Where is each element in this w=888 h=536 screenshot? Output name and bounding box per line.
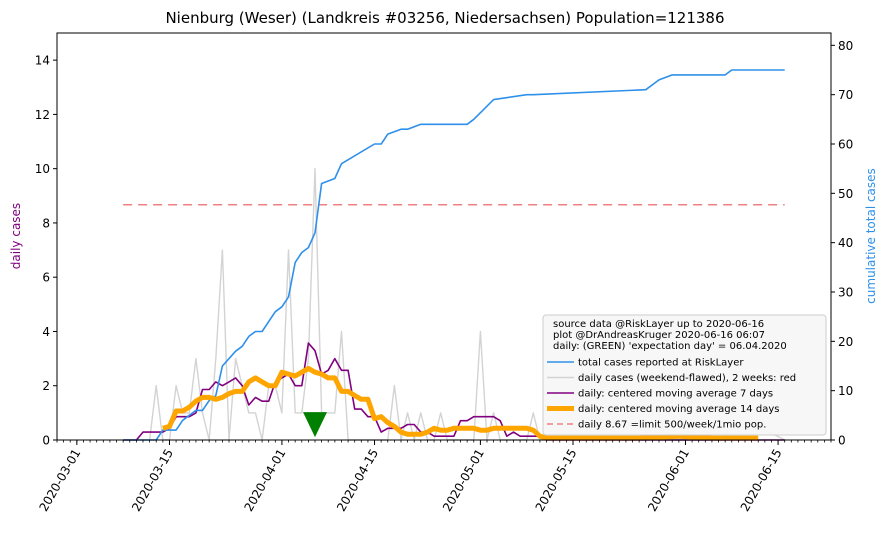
- chart-title: Nienburg (Weser) (Landkreis #03256, Nied…: [165, 9, 724, 27]
- series-line-ma7: [123, 342, 785, 441]
- y-axis-right-label: cumulative total cases: [864, 168, 878, 304]
- legend-label: daily 8.67 =limit 500/week/1mio pop.: [578, 420, 766, 431]
- y-right-tick-label: 70: [838, 88, 853, 102]
- legend-header-line: daily: (GREEN) 'expectation day' = 06.04…: [553, 341, 787, 352]
- plot-frame: [56, 32, 832, 441]
- legend-header-line: plot @DrAndreasKruger 2020-06-16 06:07: [553, 330, 765, 341]
- legend-label: total cases reported at RiskLayer: [578, 358, 744, 369]
- y-left-tick-label: 10: [35, 162, 50, 176]
- y-right-tick-label: 60: [838, 138, 853, 152]
- legend: source data @RiskLayer up to 2020-06-16p…: [542, 314, 827, 436]
- y-right-tick-label: 30: [838, 286, 853, 300]
- y-axis-left-label: daily cases: [9, 203, 23, 269]
- y-left-tick-label: 0: [42, 434, 50, 448]
- y-right-tick-label: 0: [838, 434, 846, 448]
- x-tick-label: 2020-03-15: [129, 447, 176, 514]
- y-left-tick-label: 2: [42, 379, 50, 393]
- y-left-tick-label: 6: [42, 271, 50, 285]
- legend-label: daily: centered moving average 7 days: [578, 389, 773, 400]
- x-tick-label: 2020-04-15: [334, 447, 381, 514]
- x-tick-label: 2020-05-01: [440, 447, 487, 514]
- y-right-tick-label: 40: [838, 236, 853, 250]
- legend-label: daily: centered moving average 14 days: [578, 404, 779, 415]
- legend-label: daily cases (weekend-flawed), 2 weeks: r…: [578, 373, 796, 384]
- y-left-tick-label: 4: [42, 325, 50, 339]
- axes: 0 2 4 6 8 10 12 14 0 10 20 30 40 50 60 70 80 2020-03-01 20…: [35, 32, 853, 514]
- y-right-tick-label: 20: [838, 335, 853, 349]
- x-tick-label: 2020-04-01: [242, 447, 289, 514]
- y-right-tick-label: 50: [838, 187, 853, 201]
- x-tick-label: 2020-06-01: [645, 447, 692, 514]
- expectation-day-marker: [303, 412, 327, 438]
- y-left-tick-label: 12: [35, 108, 50, 122]
- x-tick-label: 2020-06-15: [738, 447, 785, 514]
- y-right-tick-label: 10: [838, 384, 853, 398]
- x-tick-label: 2020-03-01: [36, 447, 83, 514]
- series-line-ma14: [162, 365, 759, 441]
- y-left-tick-label: 14: [35, 54, 50, 68]
- y-right-tick-label: 80: [838, 39, 853, 53]
- legend-header-line: source data @RiskLayer up to 2020-06-16: [553, 319, 764, 330]
- series-line-total: [123, 69, 785, 441]
- legend-box: [542, 314, 827, 436]
- y-left-tick-label: 8: [42, 216, 50, 230]
- x-tick-label: 2020-05-15: [533, 447, 580, 514]
